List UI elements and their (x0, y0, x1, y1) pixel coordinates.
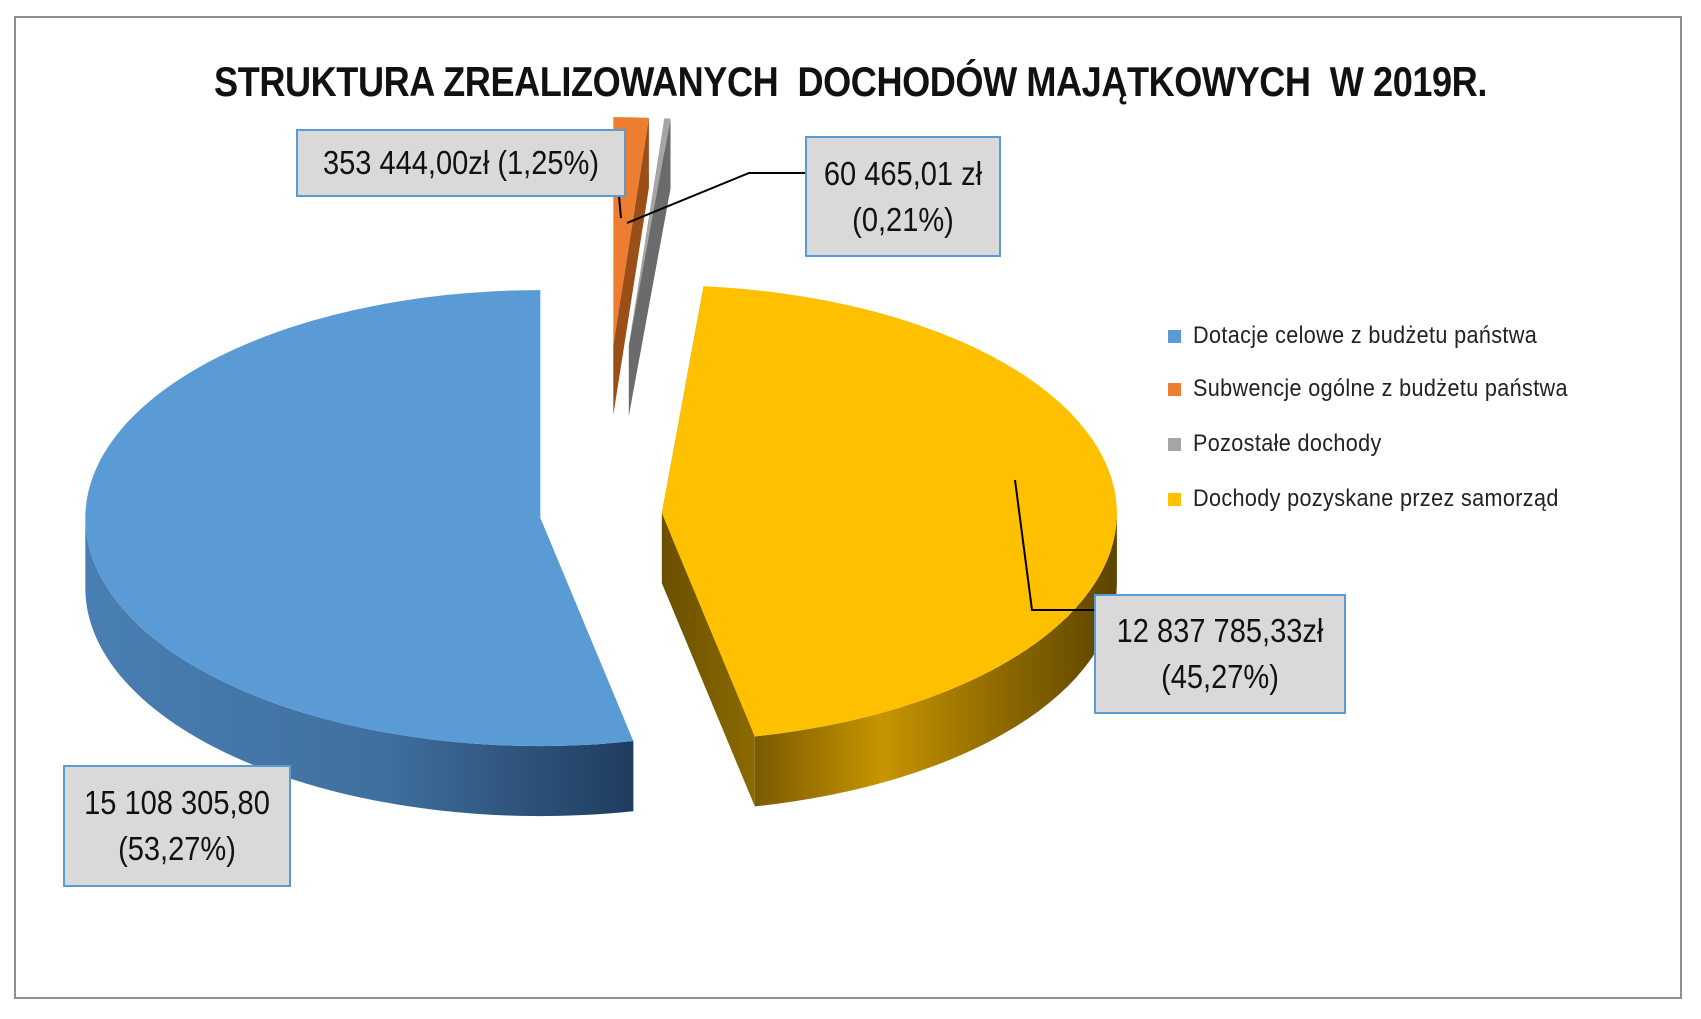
slice-dotacje (85, 290, 634, 817)
legend-item-dotacje: Dotacje celowe z budżetu państwa (1168, 321, 1575, 351)
legend-item-subwencje: Subwencje ogólne z budżetu państwa (1168, 374, 1610, 404)
leader-line-pozostale (626, 172, 805, 224)
data-label-subwencje: 353 444,00zł (1,25%) (296, 129, 626, 197)
legend-label: Pozostałe dochody (1193, 430, 1382, 457)
legend-label: Dotacje celowe z budżetu państwa (1193, 322, 1538, 349)
data-label-line: 15 108 305,80 (84, 784, 270, 821)
data-label-line: (0,21%) (852, 200, 954, 238)
chart-title: STRUKTURA ZREALIZOWANYCH DOCHODÓW MAJĄTK… (214, 58, 1487, 105)
slice-samorzad-top (661, 286, 1117, 737)
legend-item-pozostale: Pozostałe dochody (1168, 429, 1403, 459)
slice-samorzad-side (754, 513, 1117, 807)
legend-label: Dochody pozyskane przez samorząd (1193, 485, 1559, 512)
slice-pozostale-top (628, 118, 671, 346)
slice-dotacje-side (85, 518, 634, 817)
slice-pozostale (628, 118, 671, 416)
slice-subwencje-cut (613, 117, 649, 416)
slice-dotacje-top (85, 290, 634, 747)
slice-pozostale-cut (628, 118, 671, 416)
legend-swatch (1168, 329, 1181, 343)
legend-swatch (1168, 437, 1181, 451)
legend-label: Subwencje ogólne z budżetu państwa (1193, 375, 1568, 402)
slice-samorzad (661, 286, 1117, 807)
data-label-line: 353 444,00zł (1,25%) (322, 144, 600, 181)
legend-swatch (1168, 382, 1181, 396)
slice-samorzad-cut (661, 513, 755, 807)
data-label-samorzad: 12 837 785,33zł (45,27%) (1094, 594, 1346, 714)
data-label-line: 60 465,01 zł (823, 154, 983, 192)
legend-item-samorzad: Dochody pozyskane przez samorząd (1168, 484, 1599, 514)
data-label-pozostale: 60 465,01 zł (0,21%) (805, 136, 1001, 257)
data-label-line: (45,27%) (1161, 658, 1279, 695)
leader-line-samorzad (1014, 479, 1094, 611)
data-label-line: 12 837 785,33zł (1116, 612, 1324, 649)
data-label-line: (53,27%) (118, 830, 236, 867)
data-label-dotacje: 15 108 305,80 (53,27%) (63, 765, 291, 887)
legend-swatch (1168, 492, 1181, 506)
